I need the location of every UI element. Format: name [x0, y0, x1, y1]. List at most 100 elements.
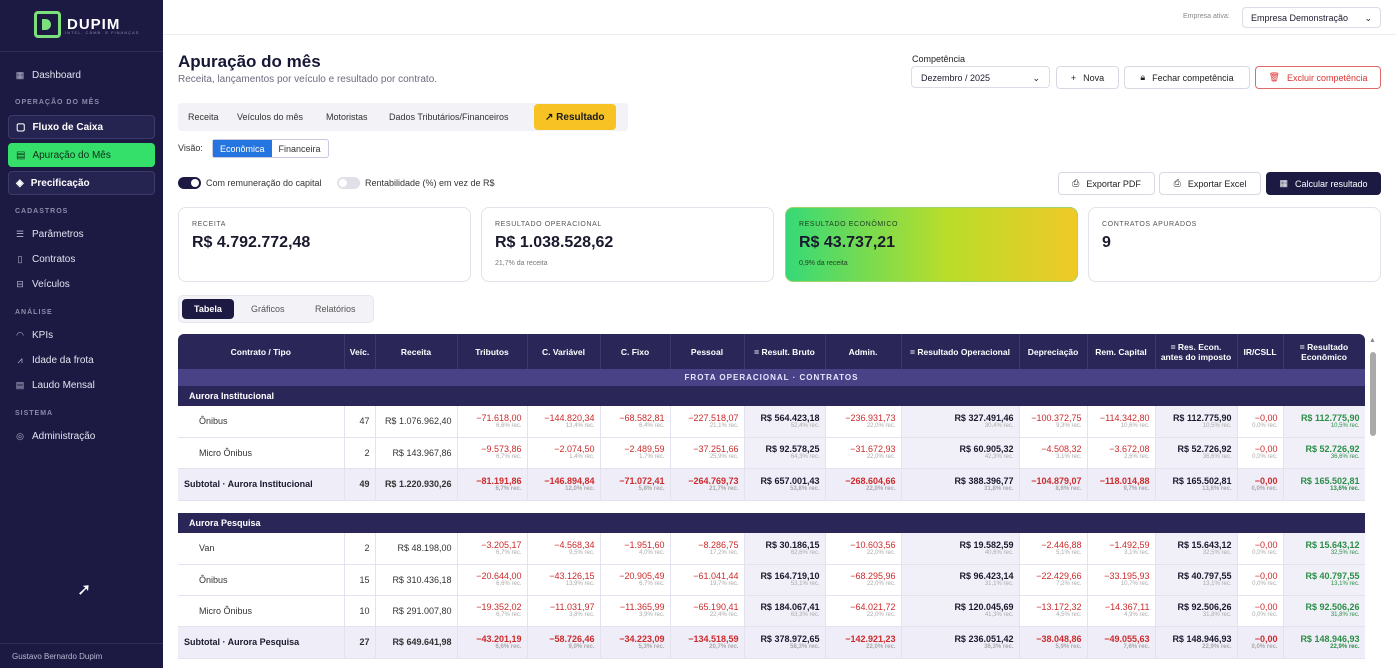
sidebar-item-laudo[interactable]: ▤ Laudo Mensal: [15, 380, 95, 391]
cell-percent: 36,6% rec.: [1202, 454, 1232, 460]
cell-percent: 0,0% rec.: [1252, 612, 1278, 618]
tab-veiculos[interactable]: Veículos do mês: [237, 112, 304, 122]
rentabilidade-toggle[interactable]: [337, 177, 360, 189]
sidebar-item-parametros[interactable]: ☰ Parâmetros: [15, 229, 84, 240]
view-tabs: Tabela Gráficos Relatórios: [178, 295, 374, 323]
button-label: Calcular resultado: [1294, 178, 1368, 189]
nova-button[interactable]: + Nova: [1056, 66, 1119, 89]
sidebar-item-precificacao[interactable]: ◈ Precificação: [8, 171, 155, 195]
cell-value: R$ 92.506,26: [1305, 602, 1360, 612]
column-header: = Resultado Operacional: [901, 334, 1020, 369]
cell-value: −142.921,23: [845, 633, 896, 644]
calcular-resultado-button[interactable]: ▦ Calcular resultado: [1266, 172, 1381, 195]
cell-value: R$ 236.051,42: [954, 633, 1014, 644]
cell-percent: 32,5% rec.: [1202, 549, 1232, 556]
cell-percent: 36,3% rec.: [984, 643, 1014, 650]
cell-percent: 22,0% rec.: [866, 581, 896, 587]
value-cell: −38.048,86 5,9% rec.: [1019, 626, 1088, 659]
table-row[interactable]: Micro Ônibus 10 R$ 291.007,80 −19.352,02 6,7…: [178, 595, 1365, 627]
sidebar-item-contratos[interactable]: ▯ Contratos: [15, 254, 76, 265]
excluir-competencia-button[interactable]: 🗑︎ Excluir competência: [1255, 66, 1381, 89]
cell-value: −11.365,99: [619, 602, 665, 612]
value-cell: R$ 564.423,18 52,4% rec.: [744, 406, 826, 438]
tab-graficos[interactable]: Gráficos: [251, 304, 285, 314]
cell-value: −10.603,56: [850, 539, 896, 550]
value-cell: −61.041,44 19,7% rec.: [670, 564, 745, 596]
subtotal-row[interactable]: Subtotal · Aurora Pesquisa 27 R$ 649.641,9…: [178, 626, 1365, 659]
cell-value: R$ 164.719,10: [760, 571, 820, 581]
card-contratos-apurados: CONTRATOS APURADOS 9: [1088, 207, 1381, 282]
sidebar-item-veiculos[interactable]: ⊟ Veículos: [15, 279, 70, 290]
sidebar-item-fluxo-caixa[interactable]: ▢ Fluxo de Caixa: [8, 115, 155, 139]
value-cell: −4.568,34 9,5% rec.: [527, 533, 601, 565]
tab-relatorios[interactable]: Relatórios: [315, 304, 356, 314]
cell-value: R$ 15.643,12: [1305, 539, 1360, 550]
table-scrollbar[interactable]: ▲: [1367, 334, 1379, 668]
cell-value: −43.126,15: [549, 571, 595, 581]
cell-percent: 13,6% rec.: [1330, 485, 1360, 492]
value-cell: −3.672,08 2,6% rec.: [1087, 437, 1156, 469]
value-cell: −14.367,11 4,9% rec.: [1087, 595, 1156, 627]
button-label: Nova: [1083, 72, 1105, 83]
sidebar-item-apuracao[interactable]: ▤ Apuração do Mês: [8, 143, 155, 167]
empresa-select[interactable]: Empresa Demonstração ⌄: [1242, 7, 1381, 28]
value-cell: R$ 164.719,10 53,1% rec.: [744, 564, 826, 596]
cell-value: R$ 388.396,77: [954, 475, 1014, 486]
fechar-competencia-button[interactable]: 🔒︎ Fechar competência: [1124, 66, 1250, 89]
cell-value: R$ 96.423,14: [959, 571, 1014, 581]
table-row[interactable]: Van 2 R$ 48.198,00 −3.205,17 6,7% rec. −4.568…: [178, 533, 1365, 565]
visao-financeira[interactable]: Financeira: [278, 144, 321, 154]
cell-percent: 5,3% rec.: [638, 643, 665, 650]
value-cell: −33.195,93 10,7% rec.: [1087, 564, 1156, 596]
visao-economica[interactable]: Econômica: [213, 140, 272, 157]
sidebar-item-dashboard[interactable]: ▦ Dashboard: [15, 70, 81, 81]
row-label: Subtotal · Aurora Pesquisa: [178, 626, 345, 659]
sidebar-item-kpis[interactable]: ◠ KPIs: [15, 330, 53, 341]
value-cell: R$ 184.067,41 63,3% rec.: [744, 595, 826, 627]
tab-tabela[interactable]: Tabela: [182, 299, 234, 319]
divider: [0, 51, 163, 52]
sidebar-item-idade-frota[interactable]: ⩘ Idade da frota: [15, 355, 93, 366]
tab-dados[interactable]: Dados Tributários/Financeiros: [389, 112, 509, 122]
remuneracao-toggle[interactable]: [178, 177, 201, 189]
cell-value: −71.618,00: [476, 412, 522, 423]
subtotal-row[interactable]: Subtotal · Aurora Institucional 49 R$ 1.22…: [178, 468, 1365, 501]
table-row[interactable]: Ônibus 15 R$ 310.436,18 −20.644,00 6,6% rec.…: [178, 564, 1365, 596]
brand-logo[interactable]: DUPIM: [34, 11, 120, 38]
value-cell: −100.372,75 9,3% rec.: [1019, 406, 1088, 438]
sidebar-item-admin[interactable]: ◎ Administração: [15, 431, 95, 442]
cell-value: −2.074,50: [554, 444, 595, 454]
cell-percent: 40,6% rec.: [984, 549, 1014, 556]
card-value: R$ 4.792.772,48: [192, 234, 311, 251]
row-label: Subtotal · Aurora Institucional: [178, 468, 345, 501]
exportar-pdf-button[interactable]: ⎙ Exportar PDF: [1058, 172, 1155, 195]
tab-motoristas[interactable]: Motoristas: [326, 112, 368, 122]
group-header: Aurora Pesquisa: [178, 513, 1365, 533]
spacer: [178, 500, 1365, 513]
cell-value: R$ 165.502,81: [1172, 475, 1232, 486]
tab-resultado[interactable]: ↗ Resultado: [534, 104, 616, 130]
cell-value: R$ 52.726,92: [1305, 444, 1360, 454]
table-row[interactable]: Ônibus 47 R$ 1.076.962,40 −71.618,00 6,6% re…: [178, 406, 1365, 438]
scroll-thumb[interactable]: [1370, 352, 1376, 436]
value-cell: −43.126,15 13,9% rec.: [527, 564, 601, 596]
competencia-select[interactable]: Dezembro / 2025 ⌄: [911, 66, 1050, 88]
cell-value: R$ 52.726,92: [1177, 444, 1232, 454]
cell-value: R$ 40.797,55: [1305, 571, 1360, 581]
chart-line-icon: ⩘: [17, 355, 23, 365]
mouse-cursor-icon: ➚: [77, 580, 92, 599]
tab-receita[interactable]: Receita: [188, 112, 219, 122]
value-cell: −0,00 0,0% rec.: [1237, 595, 1284, 627]
value-cell: −114.342,80 10,6% rec.: [1087, 406, 1156, 438]
value-cell: R$ 112.775,90 10,5% rec.: [1155, 406, 1238, 438]
calculator-icon: ▦: [1279, 178, 1288, 188]
value-cell: −104.879,07 8,6% rec.: [1019, 468, 1088, 501]
table-row[interactable]: Micro Ônibus 2 R$ 143.967,86 −9.573,86 6,7% …: [178, 437, 1365, 469]
column-header: = Resultado Econômico: [1283, 334, 1365, 369]
cell-percent: 0,0% rec.: [1252, 581, 1278, 587]
gauge-icon: ◠: [16, 330, 24, 340]
cell-value: −146.894,84: [544, 475, 595, 486]
cell-percent: 25,9% rec.: [709, 454, 739, 460]
topbar: [163, 0, 1396, 35]
exportar-excel-button[interactable]: ⎙ Exportar Excel: [1159, 172, 1261, 195]
